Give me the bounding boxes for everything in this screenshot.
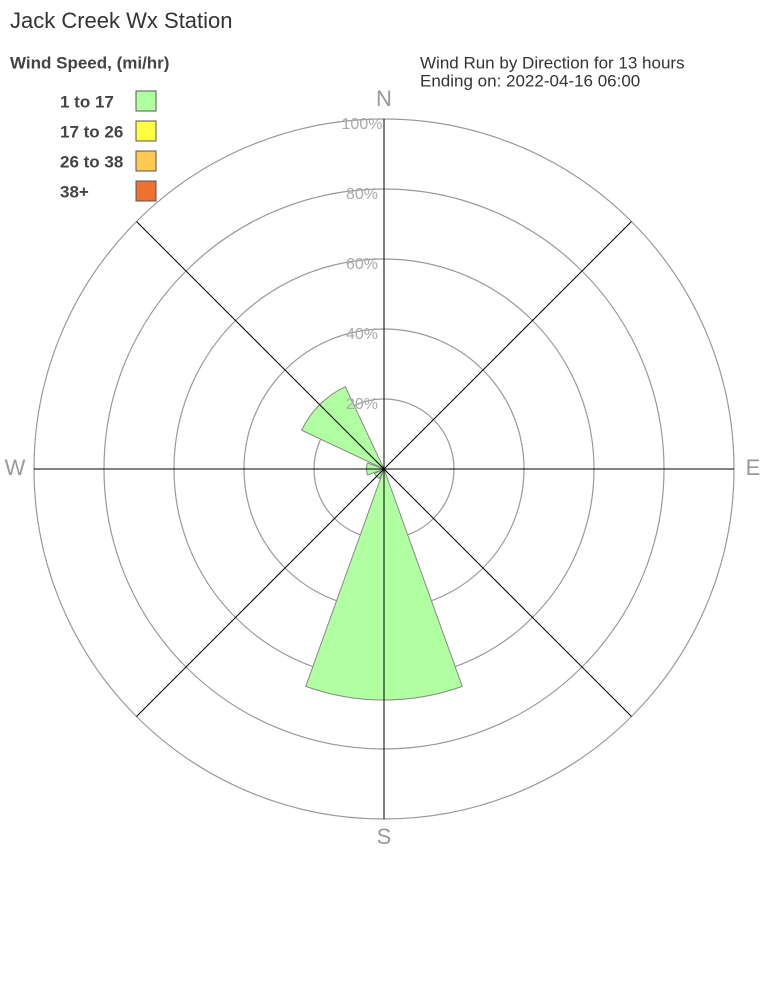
legend-swatch: [135, 150, 157, 172]
chart-title: Jack Creek Wx Station: [10, 8, 233, 33]
r-tick-label: 80%: [346, 186, 378, 203]
legend-swatch: [135, 180, 157, 202]
r-tick-label: 100%: [342, 116, 383, 133]
direction-label: W: [5, 455, 26, 480]
r-tick-label: 40%: [346, 326, 378, 343]
subtitle: Wind Run by Direction for 13 hours: [420, 53, 685, 72]
spoke: [383, 468, 632, 717]
legend-label: 1 to 17: [60, 92, 114, 111]
legend-label: 38+: [60, 182, 89, 201]
direction-label: S: [377, 824, 392, 849]
spoke: [136, 221, 385, 470]
spoke: [136, 468, 385, 717]
legend-title: Wind Speed, (mi/hr): [10, 53, 169, 72]
r-tick-label: 60%: [346, 256, 378, 273]
legend-label: 17 to 26: [60, 122, 123, 141]
spoke: [383, 221, 632, 470]
direction-label: E: [746, 455, 761, 480]
subtitle: Ending on: 2022-04-16 06:00: [420, 71, 640, 90]
legend-swatch: [135, 120, 157, 142]
r-tick-label: 20%: [346, 396, 378, 413]
direction-label: N: [376, 86, 392, 111]
legend-swatch: [135, 90, 157, 112]
legend-label: 26 to 38: [60, 152, 123, 171]
